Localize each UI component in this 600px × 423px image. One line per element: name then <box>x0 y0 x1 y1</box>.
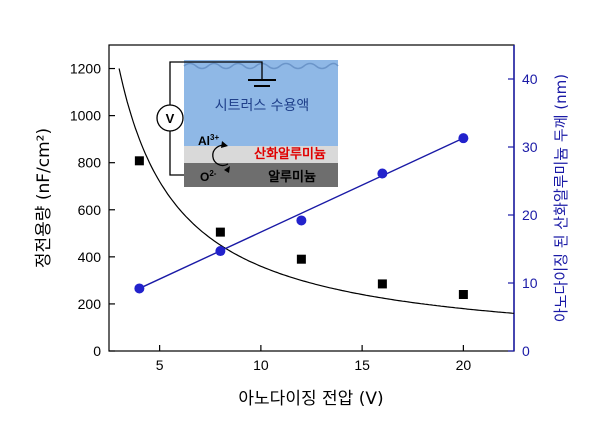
capacitance-fit-curve <box>118 68 515 314</box>
y-axis-label-right: 아노다이징 된 산화알루미늄 두께 (nm) <box>552 74 570 322</box>
thickness-fit-line <box>139 137 464 290</box>
voltmeter-label: V <box>166 111 175 126</box>
x-tick-label: 15 <box>354 357 370 373</box>
y-left-tick-label: 1200 <box>70 61 101 77</box>
inset-solution <box>184 60 338 146</box>
thickness-point <box>458 133 469 144</box>
inset-aluminum-label: 알루미늄 <box>268 169 316 185</box>
thickness-point <box>296 215 307 226</box>
capacitance-point <box>134 156 144 166</box>
y-left-tick-label: 0 <box>93 343 101 359</box>
thickness-point <box>134 283 145 294</box>
y-left-tick-label: 800 <box>78 155 102 171</box>
y-right-tick-label: 40 <box>522 71 538 87</box>
y-left-tick-label: 600 <box>78 202 102 218</box>
ion-arrow-head-up <box>221 141 228 148</box>
x-tick-label: 20 <box>456 357 472 373</box>
x-tick-label: 5 <box>156 357 164 373</box>
y-left-tick-label: 200 <box>78 296 102 312</box>
ion-arrow-icon <box>212 144 229 167</box>
thickness-point <box>215 246 226 257</box>
thickness-point <box>377 168 388 179</box>
al-ion-label: Al3+ <box>198 133 219 148</box>
inset-oxide-label: 산화알루미늄 <box>254 146 326 162</box>
y-right-tick-label: 30 <box>522 139 538 155</box>
y-right-tick-label: 10 <box>522 275 538 291</box>
x-axis-label: 아노다이징 전압 (V) <box>238 389 383 409</box>
x-tick-label: 10 <box>253 357 269 373</box>
y-right-tick-label: 0 <box>522 343 530 359</box>
y-right-tick-label: 20 <box>522 207 538 223</box>
inset-schematic: V 시트러스 수용액 산화알루미늄 알루미늄 Al3+ O2- <box>156 60 339 187</box>
capacitance-point <box>215 227 225 237</box>
ion-arrow-head-down <box>224 166 230 173</box>
o-ion-label: O2- <box>200 169 217 184</box>
inset-oxide-layer <box>184 146 338 163</box>
capacitance-point <box>296 254 306 264</box>
inset-solution-label: 시트러스 수용액 <box>215 98 310 114</box>
voltmeter-icon <box>156 104 184 132</box>
inset-wire-bottom <box>169 131 184 176</box>
inset-aluminum-layer <box>184 163 338 187</box>
chart-marks <box>118 68 515 314</box>
y-left-tick-label: 400 <box>78 249 102 265</box>
inset-wire-top <box>169 61 263 105</box>
capacitance-point <box>458 290 468 300</box>
y-axis-label-left: 정전용량 (nF/cm²) <box>34 128 54 268</box>
capacitance-point <box>377 279 387 289</box>
y-left-tick-label: 1000 <box>70 108 101 124</box>
